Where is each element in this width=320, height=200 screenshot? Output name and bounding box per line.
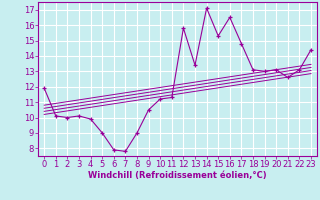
X-axis label: Windchill (Refroidissement éolien,°C): Windchill (Refroidissement éolien,°C) [88, 171, 267, 180]
